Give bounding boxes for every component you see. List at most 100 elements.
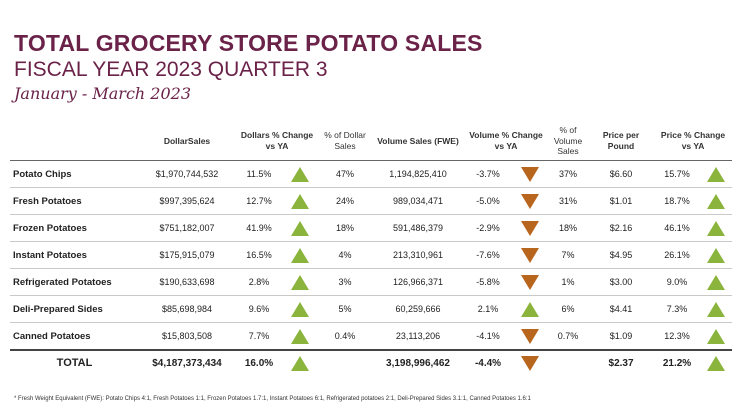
volume-change: -2.9% [464,214,513,242]
header-price: Price per Pound [602,130,640,151]
total-pct-dollar [318,349,373,375]
up-arrow-icon [291,220,309,236]
up-arrow-icon [291,355,309,371]
total-dollars-trend [282,349,319,375]
price-change: 18.7% [654,187,701,215]
up-arrow-icon [291,274,309,290]
volume-change: -7.6% [464,241,513,269]
pct-volume: 18% [548,214,589,242]
down-arrow-icon [521,166,540,182]
price: $1.09 [588,322,655,351]
price-trend [700,187,733,215]
up-arrow-icon [707,220,726,236]
total-volume-sales: 3,198,996,462 [372,349,465,375]
down-arrow-icon [521,193,540,209]
down-arrow-icon [521,247,540,263]
up-arrow-icon [291,301,309,317]
volume-sales: 213,310,961 [372,241,465,269]
total-dollar-sales: $4,187,373,434 [138,349,236,375]
table-row: Fresh Potatoes $997,395,624 12.7% 24% 989,03… [10,187,733,215]
up-arrow-icon [291,166,309,182]
pct-dollar: 24% [318,187,373,215]
price-trend [700,268,733,296]
up-arrow-icon [707,274,726,290]
pct-volume: 0.7% [548,322,589,351]
price-change: 9.0% [654,268,701,296]
volume-sales: 989,034,471 [372,187,465,215]
category-name: Fresh Potatoes [10,187,138,215]
up-arrow-icon [707,301,726,317]
up-arrow-icon [291,328,309,344]
table-row: Deli-Prepared Sides $85,698,984 9.6% 5% 60,2… [10,295,733,323]
category-name: Deli-Prepared Sides [10,295,138,323]
price-trend [700,241,733,269]
up-arrow-icon [707,355,726,371]
dollars-trend [282,295,319,323]
total-price-change: 21.2% [654,349,701,375]
down-arrow-icon [521,328,540,344]
pct-dollar: 18% [318,214,373,242]
header-dollar-sales: DollarSales [163,135,211,146]
dollars-trend [282,268,319,296]
pct-volume: 37% [548,160,589,188]
total-volume-change: -4.4% [464,349,513,375]
up-arrow-icon [291,193,309,209]
volume-trend [512,241,549,269]
volume-trend [512,268,549,296]
dollars-change: 9.6% [236,295,282,323]
dollars-trend [282,187,319,215]
report-title: TOTAL GROCERY STORE POTATO SALES [14,30,483,56]
dollars-trend [282,241,319,269]
header-pct-dollar: % of Dollar Sales [324,130,366,151]
dollars-change: 12.7% [236,187,282,215]
volume-sales: 23,113,206 [372,322,465,351]
price-trend [700,214,733,242]
total-volume-trend [512,349,549,375]
volume-trend [512,187,549,215]
dollar-sales: $190,633,698 [138,268,236,296]
price: $1.01 [588,187,655,215]
category-name: Canned Potatoes [10,322,138,351]
pct-dollar: 0.4% [318,322,373,351]
report-period: January - March 2023 [14,84,192,103]
table-row: Canned Potatoes $15,803,508 7.7% 0.4% 23,113… [10,322,733,351]
price-change: 12.3% [654,322,701,351]
up-arrow-icon [521,301,540,317]
down-arrow-icon [521,220,540,236]
dollars-change: 41.9% [236,214,282,242]
price: $3.00 [588,268,655,296]
footnote: * Fresh Weight Equivalent (FWE): Potato … [14,396,531,402]
category-name: Frozen Potatoes [10,214,138,242]
volume-trend [512,214,549,242]
price-change: 26.1% [654,241,701,269]
dollar-sales: $85,698,984 [138,295,236,323]
volume-change: -5.8% [464,268,513,296]
volume-trend [512,295,549,323]
pct-volume: 6% [548,295,589,323]
potato-sales-table: DollarSales Dollars % Change vs YA % of … [10,122,733,375]
header-dollars-change: Dollars % Change vs YA [240,130,314,151]
volume-change: -5.0% [464,187,513,215]
category-name: Instant Potatoes [10,241,138,269]
pct-dollar: 5% [318,295,373,323]
dollar-sales: $15,803,508 [138,322,236,351]
dollar-sales: $751,182,007 [138,214,236,242]
table-row: Instant Potatoes $175,915,079 16.5% 4% 213,3… [10,241,733,269]
header-price-change: Price % Change vs YA [660,130,726,151]
up-arrow-icon [707,247,726,263]
total-label: TOTAL [10,349,138,375]
price-change: 15.7% [654,160,701,188]
volume-change: 2.1% [464,295,513,323]
report-subtitle: FISCAL YEAR 2023 QUARTER 3 [14,58,328,81]
table-body: Potato Chips $1,970,744,532 11.5% 47% 1,194,… [10,160,733,351]
up-arrow-icon [707,193,726,209]
total-row: TOTAL $4,187,373,434 16.0% 3,198,996,462… [10,349,733,375]
dollar-sales: $1,970,744,532 [138,160,236,188]
price-change: 7.3% [654,295,701,323]
table-row: Refrigerated Potatoes $190,633,698 2.8% 3% 1… [10,268,733,296]
down-arrow-icon [521,274,540,290]
volume-change: -3.7% [464,160,513,188]
up-arrow-icon [707,328,726,344]
price-trend [700,322,733,351]
price: $2.16 [588,214,655,242]
